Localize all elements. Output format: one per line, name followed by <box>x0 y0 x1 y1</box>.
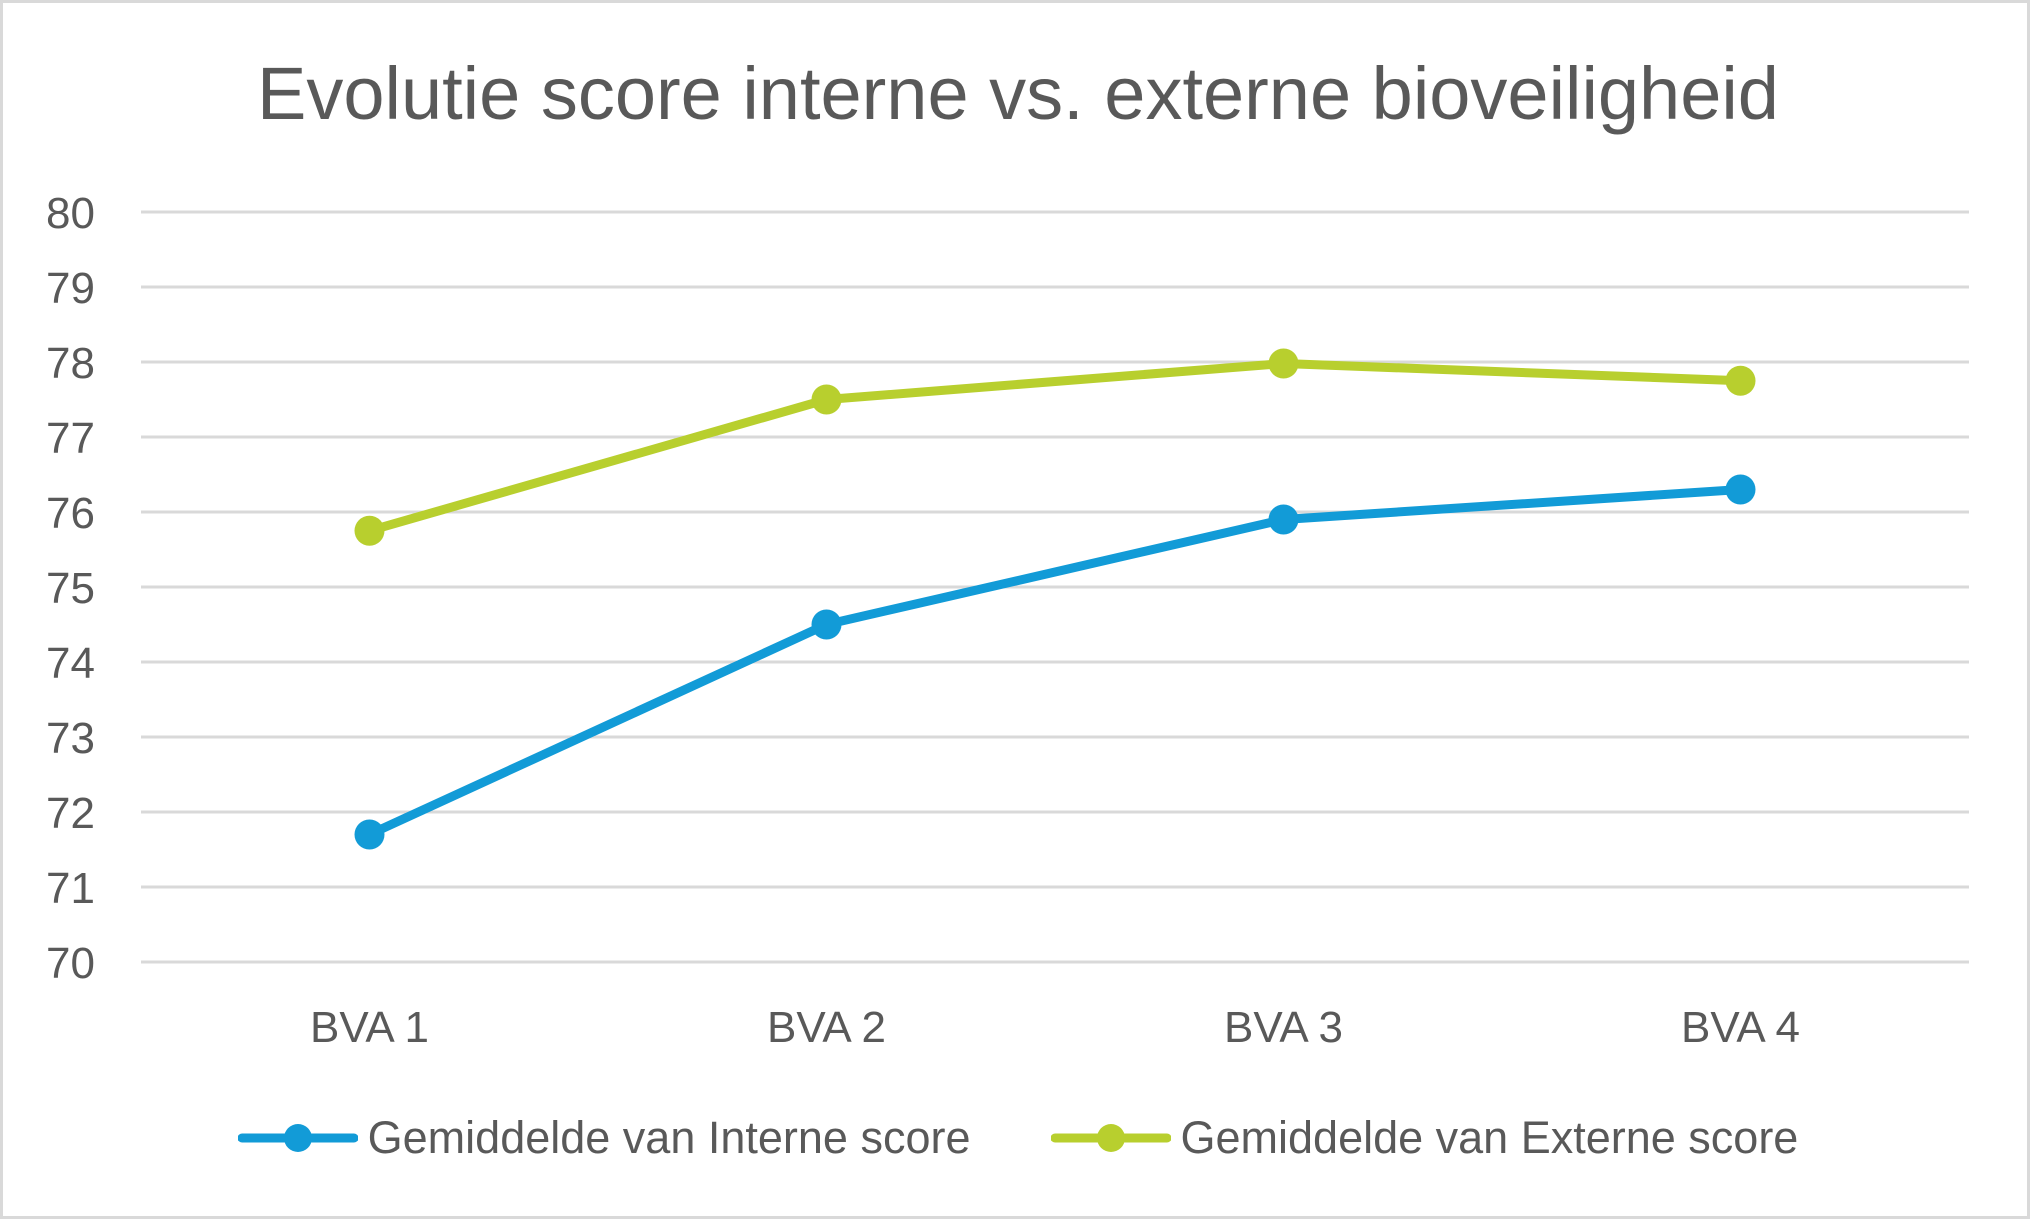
y-tick-label: 80 <box>46 189 95 238</box>
data-point <box>1725 365 1756 396</box>
legend-label-externe: Gemiddelde van Externe score <box>1180 1112 1799 1163</box>
y-tick-label: 70 <box>46 939 95 988</box>
data-point <box>811 384 842 415</box>
legend-marker-externe-icon <box>1050 1124 1171 1152</box>
y-tick-label: 76 <box>46 489 95 538</box>
gridlines <box>141 210 1969 964</box>
y-tick-label: 71 <box>46 864 95 913</box>
legend-item-interne: Gemiddelde van Interne score <box>237 1112 971 1164</box>
data-point <box>1725 474 1756 505</box>
y-tick-label: 72 <box>46 789 95 838</box>
data-point <box>1268 348 1299 379</box>
x-tick-label: BVA 2 <box>767 1003 886 1052</box>
x-axis-tick-labels: BVA 1 BVA 2 BVA 3 BVA 4 <box>310 1003 1800 1052</box>
legend-item-externe: Gemiddelde van Externe score <box>1050 1112 1799 1164</box>
y-tick-label: 77 <box>46 414 95 463</box>
series-externe <box>354 348 1756 546</box>
data-point <box>354 515 385 546</box>
y-axis-tick-labels: 70 71 72 73 74 75 76 77 78 79 80 <box>46 189 95 988</box>
data-point <box>1268 504 1299 535</box>
y-tick-label: 79 <box>46 264 95 313</box>
y-tick-label: 78 <box>46 339 95 388</box>
y-tick-label: 73 <box>46 714 95 763</box>
chart-title: Evolutie score interne vs. externe biove… <box>257 52 1779 135</box>
data-point <box>354 819 385 850</box>
legend: Gemiddelde van Interne score Gemiddelde … <box>3 1108 2030 1168</box>
series-line <box>365 359 1745 536</box>
y-tick-label: 74 <box>46 639 95 688</box>
legend-marker-interne-icon <box>237 1124 358 1152</box>
x-tick-label: BVA 4 <box>1681 1003 1800 1052</box>
data-point <box>811 609 842 640</box>
series-lines <box>354 348 1756 850</box>
legend-label-interne: Gemiddelde van Interne score <box>367 1112 971 1163</box>
series-interne <box>354 474 1756 850</box>
series-line <box>365 485 1745 839</box>
y-tick-label: 75 <box>46 564 95 613</box>
x-tick-label: BVA 3 <box>1224 1003 1343 1052</box>
x-tick-label: BVA 1 <box>310 1003 429 1052</box>
